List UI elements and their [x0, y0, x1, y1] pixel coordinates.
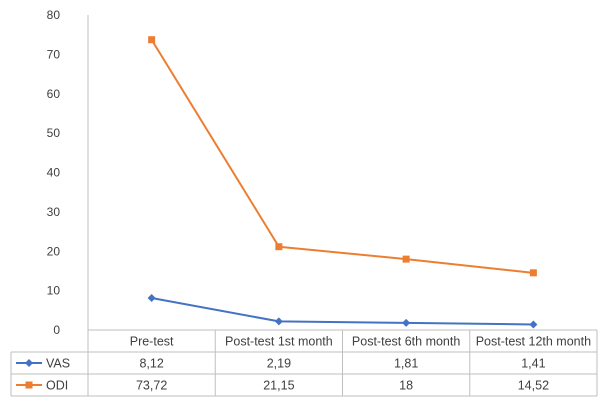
y-tick-label: 40	[47, 166, 61, 180]
y-tick-label: 30	[47, 205, 61, 219]
category-label: Pre-test	[130, 335, 174, 349]
data-point-vas	[147, 294, 156, 303]
series-line-odi	[150, 39, 534, 274]
data-cell: 14,52	[518, 379, 549, 393]
legend-marker	[25, 381, 33, 389]
data-table: Pre-test Post-test 1st month Post-test 6th…	[10, 329, 598, 397]
category-label: Post-test 1st month	[225, 335, 333, 349]
data-point-vas	[274, 317, 283, 326]
y-tick-label: 80	[47, 8, 61, 22]
data-point-odi	[402, 255, 410, 263]
data-point-vas	[529, 320, 538, 329]
data-cell: 21,15	[263, 379, 294, 393]
series-lines	[147, 36, 538, 329]
y-tick-label: 70	[47, 47, 61, 61]
category-label: Post-test 6th month	[352, 335, 460, 349]
data-cell: 1,81	[394, 357, 418, 371]
legend-label-odi: ODI	[46, 379, 68, 393]
data-point-odi	[529, 269, 537, 277]
data-cell: 18	[399, 379, 413, 393]
y-tick-label: 50	[47, 126, 61, 140]
y-tick-label: 20	[47, 244, 61, 258]
series-line-vas	[151, 297, 534, 326]
data-point-vas	[402, 318, 411, 327]
data-cell: 73,72	[136, 379, 167, 393]
data-cell: 1,41	[521, 357, 545, 371]
y-tick-label: 10	[47, 284, 61, 298]
category-label: Post-test 12th month	[476, 335, 591, 349]
y-tick-label: 0	[53, 323, 60, 337]
y-axis-ticks: 0 10 20 30 40 50 60 70 80	[47, 8, 61, 337]
y-tick-label: 60	[47, 87, 61, 101]
legend-marker	[25, 359, 33, 367]
data-point-odi	[275, 243, 283, 251]
data-cell: 8,12	[139, 357, 163, 371]
data-cell: 2,19	[267, 357, 291, 371]
data-point-odi	[148, 36, 156, 44]
legend-label-vas: VAS	[46, 357, 70, 371]
